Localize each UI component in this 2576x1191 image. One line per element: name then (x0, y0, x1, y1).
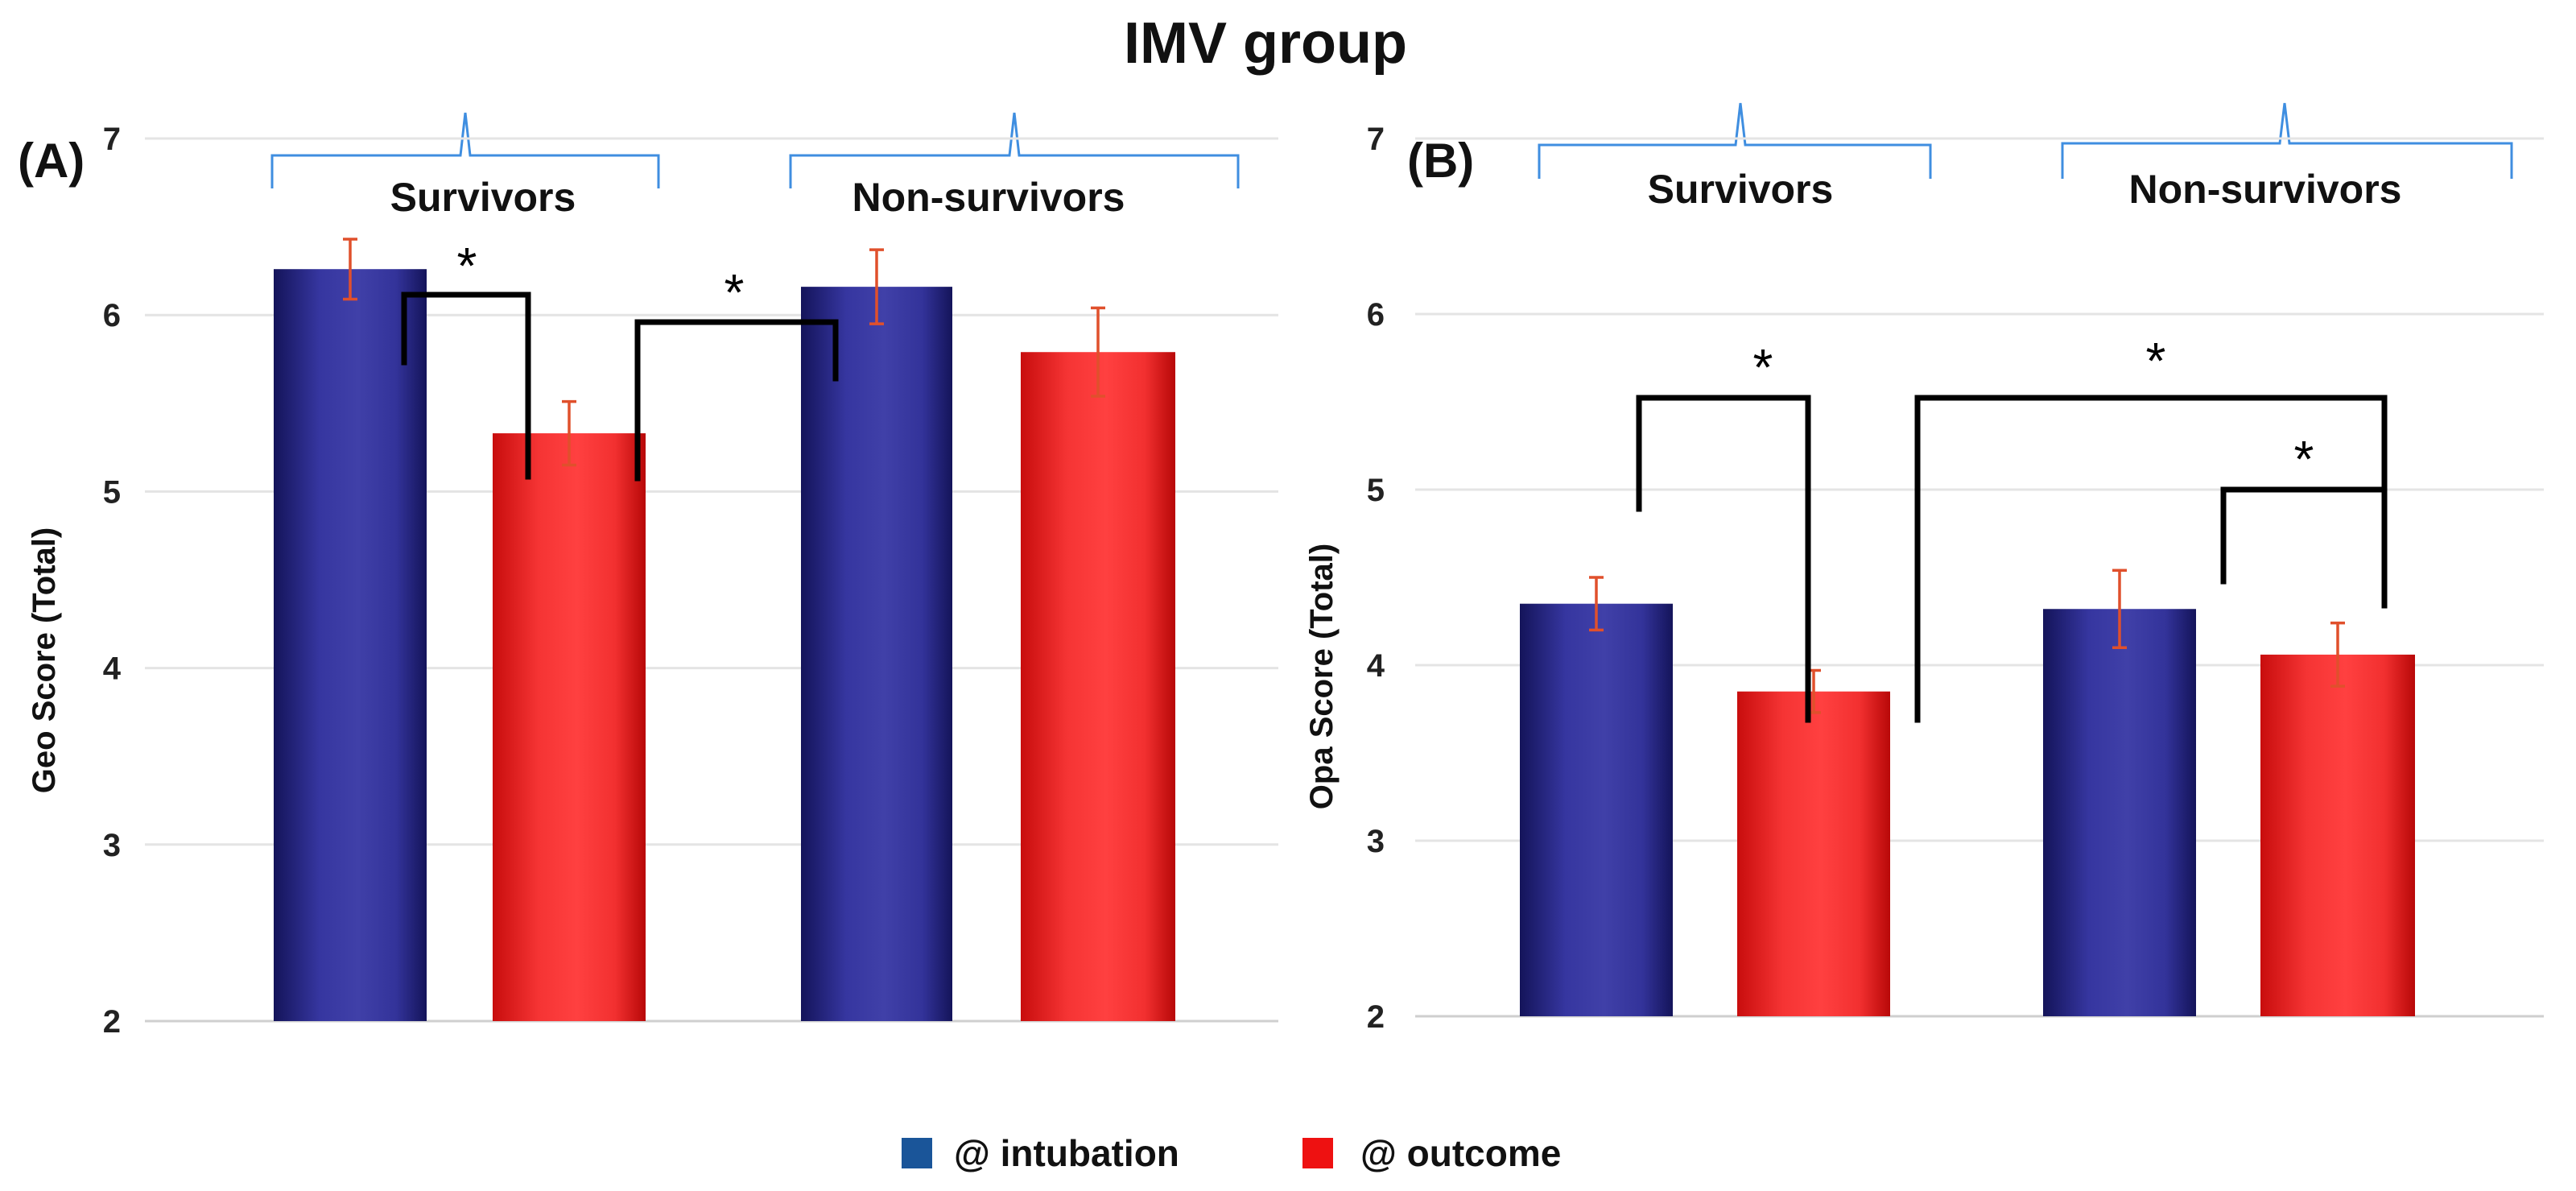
panel-b-y-ticks: 2 3 4 5 6 7 (1367, 122, 1385, 1035)
panel-b-y-tick-label: 7 (1367, 122, 1385, 157)
panel-a-y-ticks: 2 3 4 5 6 7 (103, 122, 122, 1040)
panel-a-group-label-nonsurvivors: Non-survivors (852, 175, 1125, 220)
panel-b-error-bars (1589, 569, 2345, 714)
legend-label-intubation: @ intubation (954, 1132, 1179, 1174)
panel-a-nonsurvivors-brace (789, 112, 1240, 188)
panel-a-sig-star-2: * (724, 263, 745, 321)
panel-b-significance: * * * (1636, 332, 2388, 723)
panel-b-sig-bracket-2 (1914, 395, 2388, 723)
legend-swatch-outcome (1302, 1138, 1333, 1168)
panel-a-y-tick-label: 7 (103, 122, 121, 157)
panel-a-y-tick-label: 6 (103, 298, 121, 333)
panel-b-survivors-brace (1538, 102, 1932, 179)
panel-b-group-label-survivors: Survivors (1648, 167, 1834, 212)
panel-b-y-tick-label: 2 (1367, 999, 1385, 1035)
panel-b-sig-bracket-3 (2220, 486, 2388, 585)
panel-b-y-tick-label: 6 (1367, 297, 1385, 333)
legend: @ intubation @ outcome (902, 1132, 1561, 1174)
panel-b-label: (B) (1407, 134, 1474, 188)
panel-b-y-tick-label: 3 (1367, 824, 1385, 859)
panel-a-bar-survivors-outcome (493, 433, 646, 1021)
panel-b-nonsurvivors-brace (2061, 102, 2513, 179)
panel-b-group-label-nonsurvivors: Non-survivors (2129, 167, 2402, 212)
legend-label-outcome: @ outcome (1360, 1132, 1561, 1174)
panel-a-y-axis-label: Geo Score (Total) (27, 527, 62, 793)
panel-a-error-bar-survivors-intubation (343, 238, 357, 301)
panel-b-y-axis-label: Opa Score (Total) (1304, 544, 1340, 809)
panel-a-y-tick-label: 5 (103, 474, 121, 510)
panel-a-error-bar-survivors-outcome (562, 399, 576, 467)
panel-a-bar-non-survivors-outcome (1021, 352, 1175, 1021)
panel-a-y-tick-label: 4 (103, 651, 122, 687)
panel-b-bars (1520, 603, 2415, 1016)
panel-b-bar-non-survivors-outcome (2260, 654, 2415, 1016)
panel-a-sig-bracket-1 (401, 292, 531, 480)
panel-b-sig-bracket-1 (1636, 395, 1811, 723)
panel-b-error-bar-non-survivors-outcome (2330, 621, 2345, 688)
panel-a-label: (A) (18, 134, 85, 188)
figure-title: IMV group (1124, 11, 1407, 76)
panel-b-error-bar-survivors-intubation (1589, 576, 1604, 632)
panel-b: (B) Survivors Non-survivors Opa Score (T… (1304, 102, 2544, 1035)
panel-a: (A) Survivors Non-survivors Geo Score (T… (18, 112, 1278, 1040)
panel-a-sig-star-1: * (457, 237, 477, 295)
panel-b-sig-star-3: * (2294, 430, 2314, 488)
panel-b-bar-non-survivors-intubation (2043, 609, 2196, 1016)
panel-b-bar-survivors-outcome (1737, 691, 1890, 1016)
panel-a-error-bar-non-survivors-outcome (1091, 306, 1105, 398)
panel-a-y-tick-label: 3 (103, 828, 121, 863)
panel-b-error-bar-non-survivors-intubation (2112, 569, 2127, 649)
panel-a-error-bar-non-survivors-intubation (869, 248, 884, 325)
legend-swatch-intubation (902, 1138, 932, 1168)
panel-a-group-label-survivors: Survivors (390, 175, 576, 220)
panel-b-sig-star-2: * (2146, 332, 2166, 390)
panel-b-sig-star-1: * (1753, 338, 1773, 396)
panel-b-bar-survivors-intubation (1520, 603, 1673, 1016)
panel-a-bars (274, 269, 1175, 1021)
panel-a-error-bars (343, 238, 1105, 467)
panel-a-bar-non-survivors-intubation (801, 287, 952, 1021)
panel-a-survivors-brace (270, 112, 660, 188)
panel-b-y-tick-label: 4 (1367, 648, 1385, 684)
panel-a-significance: * * (401, 237, 839, 482)
panel-a-bar-survivors-intubation (274, 269, 427, 1021)
panel-b-y-tick-label: 5 (1367, 473, 1385, 508)
panel-a-sig-bracket-2 (634, 319, 839, 482)
panel-a-y-tick-label: 2 (103, 1004, 121, 1040)
